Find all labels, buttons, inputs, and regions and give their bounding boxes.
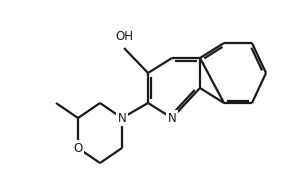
Text: O: O [73,142,83,155]
Text: OH: OH [115,30,133,42]
Text: N: N [168,112,176,124]
Text: N: N [118,112,126,124]
